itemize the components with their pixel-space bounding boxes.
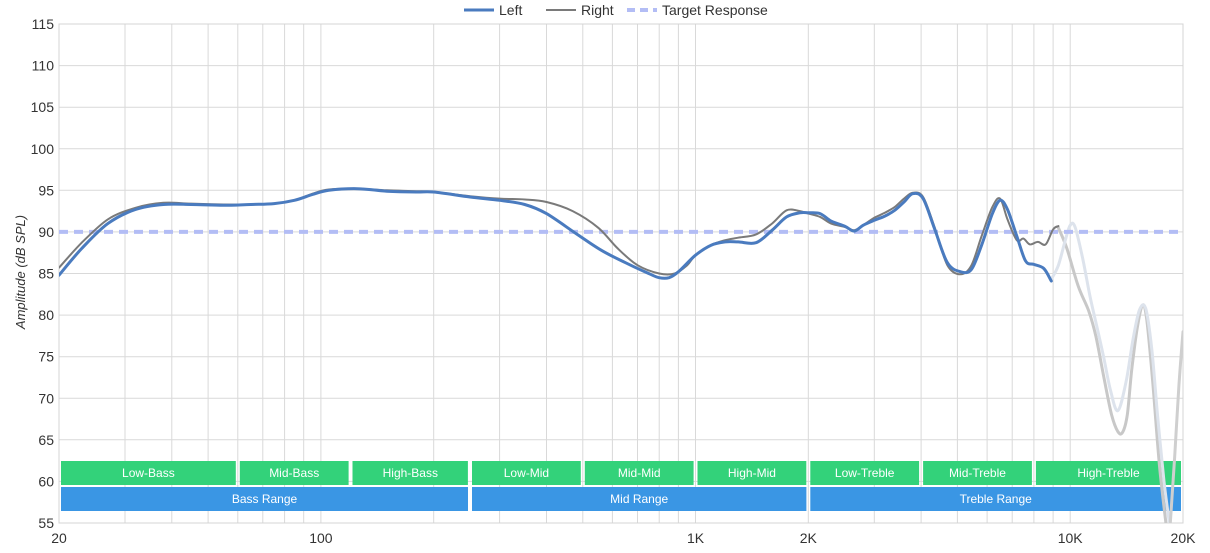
range-group-mid-range <box>472 487 807 511</box>
range-band-label: Low-Bass <box>122 466 175 480</box>
range-band-label: Low-Treble <box>835 466 895 480</box>
x-tick-label: 20 <box>51 530 67 546</box>
range-band-label: High-Treble <box>1077 466 1140 480</box>
range-band-label: High-Bass <box>383 466 438 480</box>
chart-axes: 55 60 65 70 75 80 85 90 95 100 105 110 115 20 100 1K 2K 1… <box>31 16 1196 546</box>
range-band-mid-bass <box>239 461 349 485</box>
x-tick-label: 20K <box>1171 530 1197 546</box>
range-band-label: High-Mid <box>728 466 776 480</box>
x-tick-label: 10K <box>1058 530 1084 546</box>
range-band-low-bass <box>61 461 236 485</box>
series-line-extension <box>1049 221 1171 523</box>
range-band-mid-mid <box>584 461 694 485</box>
y-tick-label: 110 <box>32 58 55 74</box>
y-tick-label: 70 <box>38 390 54 406</box>
y-tick-label: 80 <box>38 307 54 323</box>
x-tick-label: 100 <box>309 530 333 546</box>
range-group-label: Bass Range <box>232 492 298 506</box>
chart-legend: Left Right Target Response <box>464 2 768 18</box>
range-band-low-mid <box>472 461 581 485</box>
y-tick-label: 55 <box>38 515 54 531</box>
series-line-extension <box>1056 226 1168 523</box>
range-band-high-treble <box>1035 461 1181 485</box>
y-tick-label: 115 <box>32 16 55 32</box>
range-group-treble-range <box>810 487 1181 511</box>
y-tick-label: 90 <box>38 224 54 240</box>
range-bands: Low-Bass Mid-Bass High-Bass Low-Mid Mid-Mid H… <box>61 461 1181 511</box>
range-band-high-bass <box>352 461 468 485</box>
x-tick-label: 1K <box>687 530 705 546</box>
range-band-label: Mid-Bass <box>269 466 319 480</box>
y-tick-label: 100 <box>31 141 55 157</box>
range-group-bass-range <box>61 487 468 511</box>
range-group-label: Treble Range <box>960 492 1033 506</box>
range-band-label: Low-Mid <box>504 466 549 480</box>
range-band-label: Mid-Treble <box>949 466 1006 480</box>
y-tick-label: 85 <box>38 266 54 282</box>
range-band-label: Mid-Mid <box>618 466 661 480</box>
y-axis-label: Amplitude (dB SPL) <box>13 215 28 330</box>
legend-label-target-response: Target Response <box>662 2 768 18</box>
y-tick-label: 65 <box>38 432 54 448</box>
y-tick-label: 95 <box>38 182 54 198</box>
range-band-low-treble <box>810 461 920 485</box>
range-band-mid-treble <box>923 461 1032 485</box>
range-group-label: Mid Range <box>610 492 668 506</box>
legend-label-left: Left <box>499 2 522 18</box>
chart-grid <box>58 23 1184 524</box>
legend-label-right: Right <box>581 2 614 18</box>
y-tick-label: 75 <box>38 349 54 365</box>
series-line-left <box>59 187 1053 283</box>
series-line-extension <box>1168 330 1183 523</box>
x-tick-label: 2K <box>800 530 818 546</box>
chart-series <box>59 187 1183 523</box>
y-tick-label: 60 <box>38 473 54 489</box>
y-tick-label: 105 <box>31 99 55 115</box>
range-band-high-mid <box>697 461 807 485</box>
